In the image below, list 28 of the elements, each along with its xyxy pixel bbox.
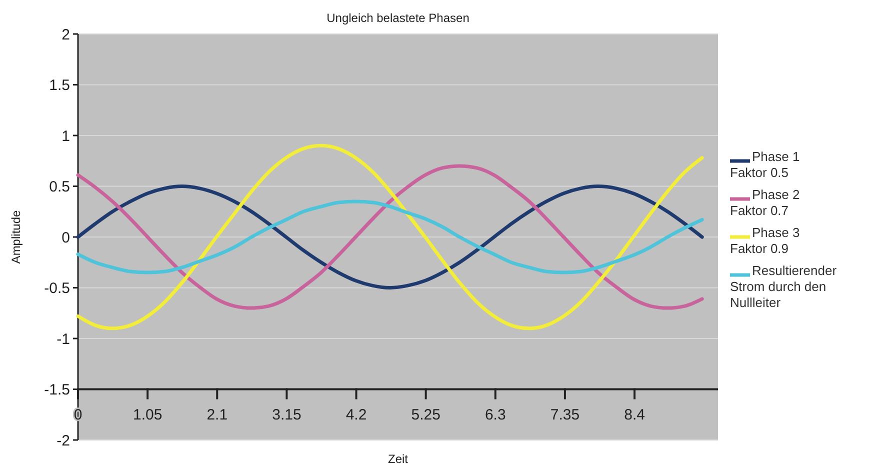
legend-label: Resultierender Strom durch den Nullleiter <box>730 263 838 310</box>
line-series <box>76 164 704 310</box>
y-tick-label: 2 <box>62 26 70 44</box>
line-series <box>76 200 704 274</box>
y-tick-label: -1.5 <box>44 382 70 398</box>
y-tick-label: -2 <box>56 432 70 450</box>
y-axis-title: Amplitude <box>9 210 23 264</box>
x-tick-label: 2.1 <box>206 406 228 424</box>
line-series <box>76 184 704 290</box>
y-tick-label: 0 <box>62 229 70 246</box>
y-tick-label: 1 <box>62 128 70 145</box>
y-tick-label: -0.5 <box>44 280 70 297</box>
legend-label: Phase 1 Faktor 0.5 <box>730 149 800 180</box>
x-tick-label: 6.3 <box>484 406 506 424</box>
x-tick-label: 7.35 <box>550 406 580 424</box>
legend-label: Phase 3 Faktor 0.9 <box>730 225 800 256</box>
y-tick-label: 1.5 <box>49 77 70 94</box>
chart-title: Ungleich belastete Phasen <box>326 11 470 25</box>
line-series <box>76 144 704 330</box>
x-tick-label: 5.25 <box>411 406 440 424</box>
y-tick-label: 0.5 <box>49 178 70 196</box>
x-tick-label: 1.05 <box>132 406 162 424</box>
legend-label: Phase 2 Faktor 0.7 <box>730 187 800 218</box>
x-tick-label: 3.15 <box>272 406 302 424</box>
y-tick-label: -1 <box>56 330 70 348</box>
x-tick-label: 4.2 <box>346 406 367 424</box>
x-tick-label: 8.4 <box>624 406 645 424</box>
x-axis-title: Zeit <box>388 452 409 466</box>
